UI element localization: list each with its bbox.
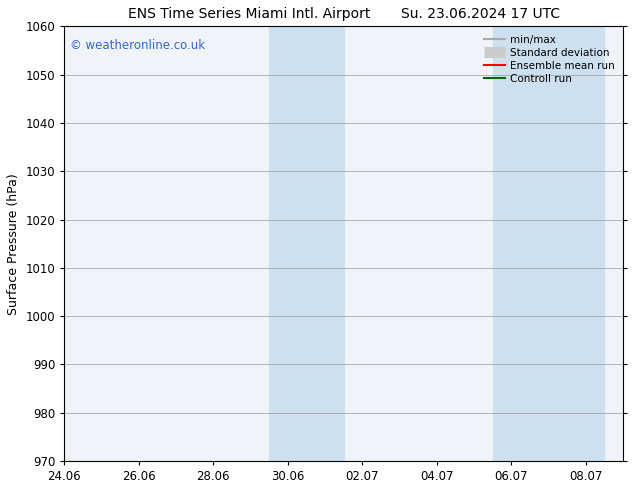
- Bar: [269, 26, 344, 461]
- Y-axis label: Surface Pressure (hPa): Surface Pressure (hPa): [7, 173, 20, 315]
- Title: ENS Time Series Miami Intl. Airport       Su. 23.06.2024 17 UTC: ENS Time Series Miami Intl. Airport Su. …: [127, 7, 560, 21]
- Text: © weatheronline.co.uk: © weatheronline.co.uk: [70, 39, 205, 52]
- Bar: [493, 26, 604, 461]
- Legend: min/max, Standard deviation, Ensemble mean run, Controll run: min/max, Standard deviation, Ensemble me…: [481, 31, 618, 87]
